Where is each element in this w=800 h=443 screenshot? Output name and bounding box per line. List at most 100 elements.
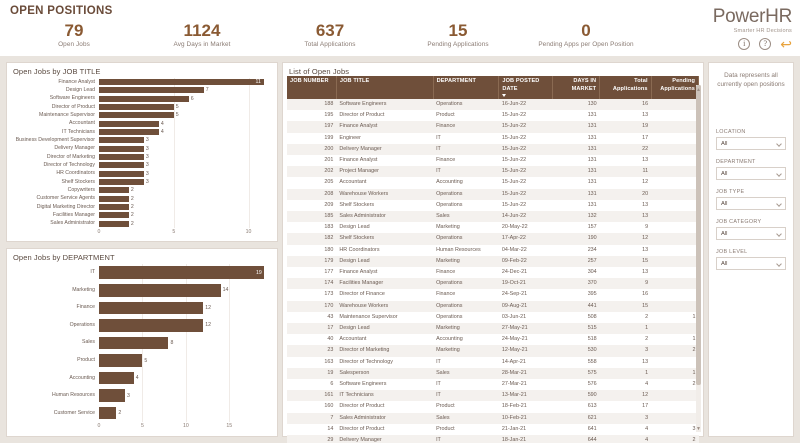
table-col-header[interactable]: Total Applications [599,76,652,99]
chevron-down-icon[interactable] [776,171,782,177]
table-scroll-region[interactable]: JOB NUMBER JOB TITLE DEPARTMENT JOB POSTED … [283,76,703,443]
chart-bar-fill[interactable] [99,319,204,332]
filter-select[interactable]: All [716,227,786,240]
chart-bar-fill[interactable] [99,137,144,144]
chevron-down-icon[interactable] [776,231,782,237]
chart-bar-fill[interactable] [99,354,143,367]
chart-bar-row[interactable]: Finance 12 [7,299,277,317]
table-row[interactable]: 197 Finance Analyst Finance 15-Jun-22 131 19 [287,121,699,133]
chart-bar-fill[interactable] [99,336,169,350]
chart-bar-fill[interactable] [99,170,144,177]
table-row[interactable]: 179 Design Lead Marketing 09-Feb-22 257 15 [287,255,699,268]
chart-bar-row[interactable]: Operations 12 [7,317,277,335]
chevron-down-icon[interactable] [776,141,782,147]
chart-bar-fill[interactable] [99,120,159,127]
chart-bar-fill[interactable] [99,284,221,297]
table-row[interactable]: 160 Director of Product Product 18-Feb-21 61… [287,401,699,413]
filter-select[interactable]: All [716,197,786,210]
chart-bar-fill[interactable] [99,79,264,86]
chevron-down-icon[interactable] [776,201,782,207]
help-icon[interactable]: ? [759,38,772,50]
chart-bar-row[interactable]: Marketing 14 [7,282,277,300]
table-row[interactable]: 199 Engineer IT 15-Jun-22 131 17 [287,132,699,144]
table-row[interactable]: 23 Director of Marketing Marketing 12-May-2… [287,345,699,357]
chart-bar-fill[interactable] [99,145,144,152]
chart-bar-fill[interactable] [99,406,117,420]
chart-bar-row[interactable]: HR Coordinators 3 [7,170,277,178]
table-row[interactable]: 195 Director of Product Product 15-Jun-22 13… [287,110,699,122]
table-col-header[interactable]: JOB NUMBER [287,76,337,99]
chart-bar-fill[interactable] [99,389,126,402]
chevron-down-icon[interactable] [776,261,782,267]
chart-bar-row[interactable]: Design Lead 7 [7,86,277,94]
chart-bar-fill[interactable] [99,87,204,94]
table-scrollbar[interactable] [696,85,701,432]
table-col-header[interactable]: DAYS IN MARKET [552,76,601,99]
table-row[interactable]: 170 Warehouse Workers Operations 09-Aug-21 4… [287,300,699,312]
chart-bar-fill[interactable] [99,154,144,161]
chart-bar-fill[interactable] [99,187,129,194]
table-col-header[interactable]: JOB TITLE [336,76,434,99]
table-row[interactable]: 177 Finance Analyst Finance 24-Dec-21 304 13 [287,267,699,279]
table-row[interactable]: 14 Director of Product Product 21-Jan-21 641… [287,423,699,436]
filter-select[interactable]: All [716,137,786,150]
chart-bar-row[interactable]: Director of Marketing 3 [7,153,277,161]
chart-bar-fill[interactable] [99,195,129,202]
chart-bar-row[interactable]: Finance Analyst 11 [7,78,277,86]
table-row[interactable]: 19 Salesperson Sales 28-Mar-21 575 1 1 [287,367,699,380]
chart-bar-row[interactable]: Facilities Manager 2 [7,211,277,219]
info-icon[interactable]: i [738,38,751,50]
chart-bar-row[interactable]: Director of Product 5 [7,103,277,111]
table-row[interactable]: 180 HR Coordinators Human Resources 04-Mar-… [287,244,699,256]
undo-icon[interactable]: ↩ [780,36,792,52]
table-row[interactable]: 202 Project Manager IT 15-Jun-22 131 11 [287,166,699,178]
table-row[interactable]: 200 Delivery Manager IT 15-Jun-22 131 22 [287,143,699,156]
chart-bar-fill[interactable] [99,301,204,315]
table-row[interactable]: 174 Facilities Manager Operations 19-Oct-21… [287,278,699,290]
chart-bar-row[interactable]: Accountant 4 [7,120,277,128]
chart-bar-fill[interactable] [99,112,174,119]
table-col-header[interactable]: JOB POSTED DATE [498,76,553,99]
chart-bar-row[interactable]: Sales Administrator 2 [7,220,277,228]
chart-bar-row[interactable]: Copywriters 2 [7,186,277,194]
table-row[interactable]: 40 Accountant Accounting 24-May-21 518 2 1 [287,334,699,346]
chart-bar-row[interactable]: Delivery Manager 3 [7,145,277,153]
chart-bar-row[interactable]: Customer Service 2 [7,404,277,422]
table-row[interactable]: 161 IT Technicians IT 13-Mar-21 590 12 [287,390,699,402]
table-col-header[interactable]: Pending Applications [651,76,700,99]
filter-select[interactable]: All [716,257,786,270]
chart-bar-row[interactable]: Digital Marketing Director 2 [7,203,277,211]
chart-bar-row[interactable]: IT 19 [7,264,277,282]
table-row[interactable]: 205 Accountant Accounting 15-Jun-22 131 12 [287,177,699,189]
chart-bar-row[interactable]: Customer Service Agents 2 [7,195,277,203]
chart-bar-row[interactable]: Maintenance Supervisor 5 [7,111,277,119]
table-row[interactable]: 182 Shelf Stockers Operations 17-Apr-22 190 1… [287,233,699,245]
filter-select[interactable]: All [716,167,786,180]
chart-bar-row[interactable]: Product 5 [7,352,277,370]
scroll-down-icon[interactable]: ▼ [696,426,701,432]
chart-bar-row[interactable]: Sales 8 [7,334,277,352]
chart-bar-row[interactable]: IT Technicians 4 [7,128,277,136]
table-row[interactable]: 183 Design Lead Marketing 20-May-22 157 9 [287,222,699,234]
chart-bar-row[interactable]: Software Engineers 6 [7,95,277,103]
scroll-up-icon[interactable]: ▲ [696,87,701,93]
table-col-header[interactable]: DEPARTMENT [433,76,500,99]
table-row[interactable]: 173 Director of Finance Finance 24-Sep-21 39… [287,289,699,301]
chart-bar-fill[interactable] [99,129,159,136]
chart-bar-row[interactable]: Shelf Stockers 3 [7,178,277,186]
chart-bar-fill[interactable] [99,179,144,186]
chart-bar-fill[interactable] [99,104,174,111]
chart-bar-fill[interactable] [99,220,129,227]
chart-bar-row[interactable]: Director of Technology 3 [7,161,277,169]
table-row[interactable]: 163 Director of Technology IT 14-Apr-21 558 1… [287,356,699,368]
table-row[interactable]: 7 Sales Administrator Sales 10-Feb-21 621 3 [287,412,699,424]
chart-bar-row[interactable]: Accounting 4 [7,369,277,387]
chart-bar-fill[interactable] [99,371,134,385]
chart-bar-fill[interactable] [99,266,265,280]
table-row[interactable]: 43 Maintenance Supervisor Operations 03-Jun… [287,311,699,324]
chart-bar-fill[interactable] [99,95,189,102]
chart-bar-row[interactable]: Business Development Supervisor 3 [7,136,277,144]
table-row[interactable]: 6 Software Engineers IT 27-Mar-21 576 4 2 [287,379,699,391]
table-row[interactable]: 29 Delivery Manager IT 18-Jan-21 644 4 2 [287,435,699,443]
table-row[interactable]: 188 Software Engineers Operations 16-Jun-22… [287,99,699,111]
